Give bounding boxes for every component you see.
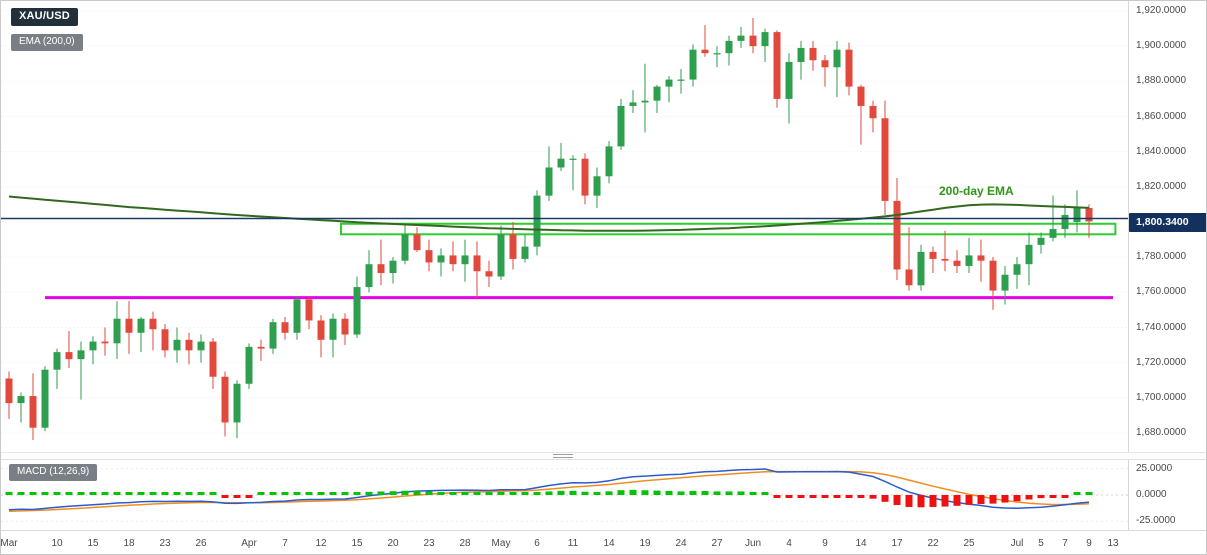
time-tick-label: 25 <box>963 538 975 549</box>
price-tick-label: 1,900.0000 <box>1136 40 1187 52</box>
time-tick-label: 23 <box>423 538 435 549</box>
time-tick-label: Jul <box>1010 538 1024 549</box>
symbol-badge: XAU/USD <box>11 8 78 26</box>
time-tick-label: 19 <box>639 538 651 549</box>
support-zone-box[interactable] <box>340 222 1117 236</box>
time-tick-label: 17 <box>891 538 903 549</box>
ema-annotation: 200-day EMA <box>939 184 1014 198</box>
price-tick-label: 1,760.0000 <box>1136 286 1187 298</box>
time-tick-label: 13 <box>1107 538 1119 549</box>
time-tick-label: Jun <box>744 538 762 549</box>
price-tick-label: 1,840.0000 <box>1136 145 1187 157</box>
time-tick-label: 15 <box>87 538 99 549</box>
price-tick-label: 1,720.0000 <box>1136 356 1187 368</box>
macd-line <box>8 468 1090 511</box>
macd-tick-label: 25.0000 <box>1136 462 1173 474</box>
time-tick-label: May <box>491 538 511 549</box>
ema-indicator-badge: EMA (200,0) <box>11 34 83 51</box>
time-tick-label: 5 <box>1038 538 1044 549</box>
time-tick-label: Apr <box>241 538 257 549</box>
price-tick-label: 1,880.0000 <box>1136 75 1187 87</box>
time-tick-label: 28 <box>459 538 471 549</box>
time-tick-label: 4 <box>786 538 792 549</box>
time-tick-label: 7 <box>282 538 288 549</box>
macd-tick-label: 0.0000 <box>1136 489 1167 500</box>
candlestick-chart[interactable] <box>1 1 1128 452</box>
price-tick-label: 1,740.0000 <box>1136 321 1187 333</box>
time-tick-label: 7 <box>1062 538 1068 549</box>
candles-layer <box>5 18 1093 441</box>
price-tick-label: 1,700.0000 <box>1136 391 1187 403</box>
macd-panel[interactable]: MACD (12,26,9) <box>1 460 1129 530</box>
macd-chart[interactable] <box>1 460 1128 530</box>
time-tick-label: 18 <box>123 538 135 549</box>
price-tick-label: 1,820.0000 <box>1136 180 1187 192</box>
macd-indicator-badge: MACD (12,26,9) <box>9 464 98 481</box>
time-tick-label: 9 <box>1086 538 1092 549</box>
time-tick-label: 24 <box>675 538 687 549</box>
time-tick-label: 27 <box>711 538 723 549</box>
price-tick-label: 1,920.0000 <box>1136 5 1187 16</box>
price-tick-label: 1,860.0000 <box>1136 110 1187 122</box>
splitter-grip-icon[interactable] <box>553 454 573 459</box>
price-tick-label: 1,680.0000 <box>1136 427 1187 438</box>
last-price-badge: 1,800.3400 <box>1129 213 1206 233</box>
price-chart-panel[interactable]: XAU/USD EMA (200,0) 200-day EMA <box>1 1 1129 452</box>
time-tick-label: 14 <box>603 538 615 549</box>
time-tick-label: 22 <box>927 538 939 549</box>
time-tick-label: 12 <box>315 538 327 549</box>
macd-histogram <box>5 489 1093 508</box>
time-tick-label: 15 <box>351 538 363 549</box>
time-tick-label: 23 <box>159 538 171 549</box>
ema200-line <box>8 195 1090 232</box>
macd-tick-label: -25.0000 <box>1136 515 1176 527</box>
time-tick-label: 20 <box>387 538 399 549</box>
time-tick-label: 14 <box>855 538 867 549</box>
price-tick-label: 1,780.0000 <box>1136 251 1187 263</box>
time-tick-label: 11 <box>567 538 579 549</box>
price-gridlines <box>1 10 1128 434</box>
time-tick-label: Mar <box>0 538 18 549</box>
time-tick-label: 10 <box>51 538 63 549</box>
time-axis[interactable]: Mar 10 15 18 23 26 Apr 7 12 15 20 23 28 May 6 11 14 19 24 2… <box>0 530 1206 554</box>
macd-signal-line <box>8 470 1090 513</box>
time-tick-label: 9 <box>822 538 828 549</box>
macd-axis[interactable]: 25.0000 0.0000 -25.0000 <box>1129 460 1206 530</box>
time-tick-label: 6 <box>534 538 540 549</box>
time-tick-label: 26 <box>195 538 207 549</box>
price-axis[interactable]: 1,920.0000 1,900.0000 1,880.0000 1,860.0000… <box>1129 1 1206 452</box>
panel-splitter[interactable] <box>1 452 1206 460</box>
